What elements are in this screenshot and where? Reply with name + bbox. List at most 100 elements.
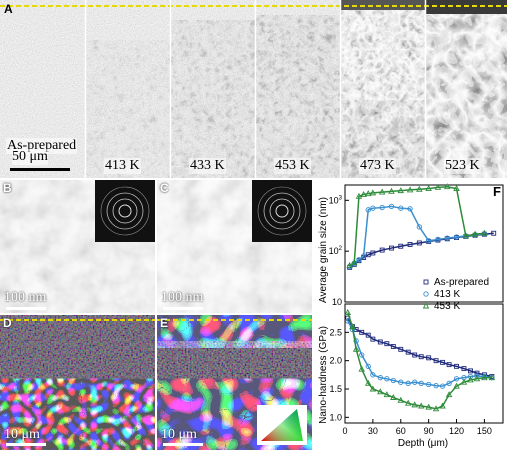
hardness-point xyxy=(344,308,352,315)
panel-label-f: F xyxy=(493,184,501,199)
hardness-point xyxy=(418,380,424,386)
depth-xlabel: Depth (μm) xyxy=(398,438,448,449)
ipf-color-key xyxy=(257,405,307,445)
grain-size-point xyxy=(462,232,470,239)
hardness-point xyxy=(405,349,411,355)
hardness-point xyxy=(411,401,418,408)
grain-size-ytick-label: 102 xyxy=(329,246,343,256)
grain-size-point xyxy=(379,204,385,211)
hardness-point xyxy=(454,363,459,369)
scale-bar-label-e: 10 μm xyxy=(161,427,197,442)
hardness-point xyxy=(432,405,440,412)
panel-b: B 100 nm xyxy=(0,180,155,313)
grain-size-point xyxy=(389,245,394,251)
depth-xtick-label: 90 xyxy=(424,426,434,436)
panel-d-ebsd-map xyxy=(0,315,155,450)
strip-label-413k: 413 K xyxy=(104,158,141,174)
grain-size-point xyxy=(398,243,404,249)
depth-xtick-label: 120 xyxy=(449,426,464,436)
hardness-point xyxy=(453,382,460,389)
grain-size-ytick-label: 103 xyxy=(329,195,343,205)
scale-bar-label-c: 100 nm xyxy=(161,290,204,305)
hardness-ylabel: Nano-hardness (GPa) xyxy=(318,326,329,424)
hardness-point xyxy=(390,377,396,384)
scale-bar-label-d: 10 μm xyxy=(4,427,40,442)
panel-a-micrographs xyxy=(0,0,507,178)
grain-size-point xyxy=(355,192,363,199)
legend-marker xyxy=(422,302,430,309)
hardness-ytick-label: 2.0 xyxy=(329,356,342,366)
grain-size-point xyxy=(356,257,362,263)
panel-f-chart: F 10 102 103 1.0 1.5 2.0 2.5 0 30 60 90 120 150 Ave… xyxy=(318,183,504,449)
hardness-point xyxy=(461,366,467,372)
hardness-point xyxy=(473,375,481,382)
hardness-point xyxy=(383,391,391,398)
grain-size-point xyxy=(406,186,414,193)
panel-f: F 10 102 103 1.0 1.5 2.0 2.5 0 30 60 90 120 150 Ave… xyxy=(313,180,507,450)
grain-size-point xyxy=(388,187,395,194)
hardness-point xyxy=(377,375,383,381)
hardness-point xyxy=(467,373,474,380)
hardness-ytick-label: 1.0 xyxy=(329,412,342,422)
strip-label-473k: 473 K xyxy=(359,158,396,174)
hardness-line-1 xyxy=(347,320,492,387)
legend-label: As-prepared xyxy=(434,277,489,288)
panel-d: D 10 μm xyxy=(0,315,155,450)
grain-size-point xyxy=(407,206,413,212)
grain-size-point xyxy=(444,235,450,241)
depth-xtick-label: 30 xyxy=(368,426,378,436)
grain-size-line-2 xyxy=(349,185,485,267)
grain-size-point xyxy=(378,188,386,195)
grain-size-point xyxy=(481,229,488,236)
grain-size-point xyxy=(360,253,367,259)
hardness-point xyxy=(370,336,376,342)
hardness-point xyxy=(412,379,418,385)
grain-size-point xyxy=(407,242,413,247)
grain-size-point xyxy=(416,185,423,192)
grain-size-point xyxy=(471,230,479,237)
hardness-point xyxy=(398,379,404,385)
panel-c: C 100 nm xyxy=(157,180,312,313)
panel-label-b: B xyxy=(3,181,12,195)
grain-size-frame xyxy=(344,184,504,303)
grain-size-point xyxy=(491,230,497,236)
grain-size-point xyxy=(351,258,358,265)
hardness-point xyxy=(377,339,383,345)
panel-label-a: A xyxy=(4,2,13,16)
panel-a: A As-prepared 50 μm 413 K 433 K 453 K 47… xyxy=(0,0,507,178)
grain-size-point xyxy=(388,203,395,210)
grain-size-point xyxy=(416,240,422,246)
grain-size-point xyxy=(435,236,441,243)
grain-size-ytick-label: 10 xyxy=(332,297,342,307)
legend-marker xyxy=(423,279,429,285)
hardness-point xyxy=(446,380,452,386)
hardness-point xyxy=(358,365,365,372)
legend-label: 413 K xyxy=(434,289,460,300)
grain-size-point xyxy=(370,205,376,211)
hardness-point xyxy=(404,399,412,406)
hardness-point xyxy=(349,323,356,330)
grain-size-point xyxy=(397,187,405,194)
hardness-point xyxy=(352,345,360,352)
hardness-point xyxy=(468,368,473,374)
hardness-axes: 1.0 1.5 2.0 2.5 0 30 60 90 120 150 xyxy=(329,303,504,436)
hardness-point xyxy=(397,396,405,403)
hardness-point xyxy=(488,374,496,381)
hardness-point xyxy=(412,352,418,358)
grain-size-point xyxy=(360,190,367,197)
hardness-point xyxy=(426,355,432,361)
panel-e: E 10 μm xyxy=(157,315,312,450)
hardness-point xyxy=(405,380,411,386)
grain-size-ylabel: Average grain size (nm) xyxy=(318,197,329,303)
hardness-point xyxy=(384,376,390,382)
hardness-point xyxy=(398,346,404,352)
grain-size-point xyxy=(369,189,377,196)
depth-xtick-label: 150 xyxy=(477,426,492,436)
hardness-line-2 xyxy=(347,312,492,410)
panel-label-e: E xyxy=(160,316,169,330)
hardness-point xyxy=(481,374,488,381)
grain-size-point xyxy=(370,250,376,256)
depth-xtick-label: 60 xyxy=(396,426,406,436)
hardness-point xyxy=(433,358,439,364)
